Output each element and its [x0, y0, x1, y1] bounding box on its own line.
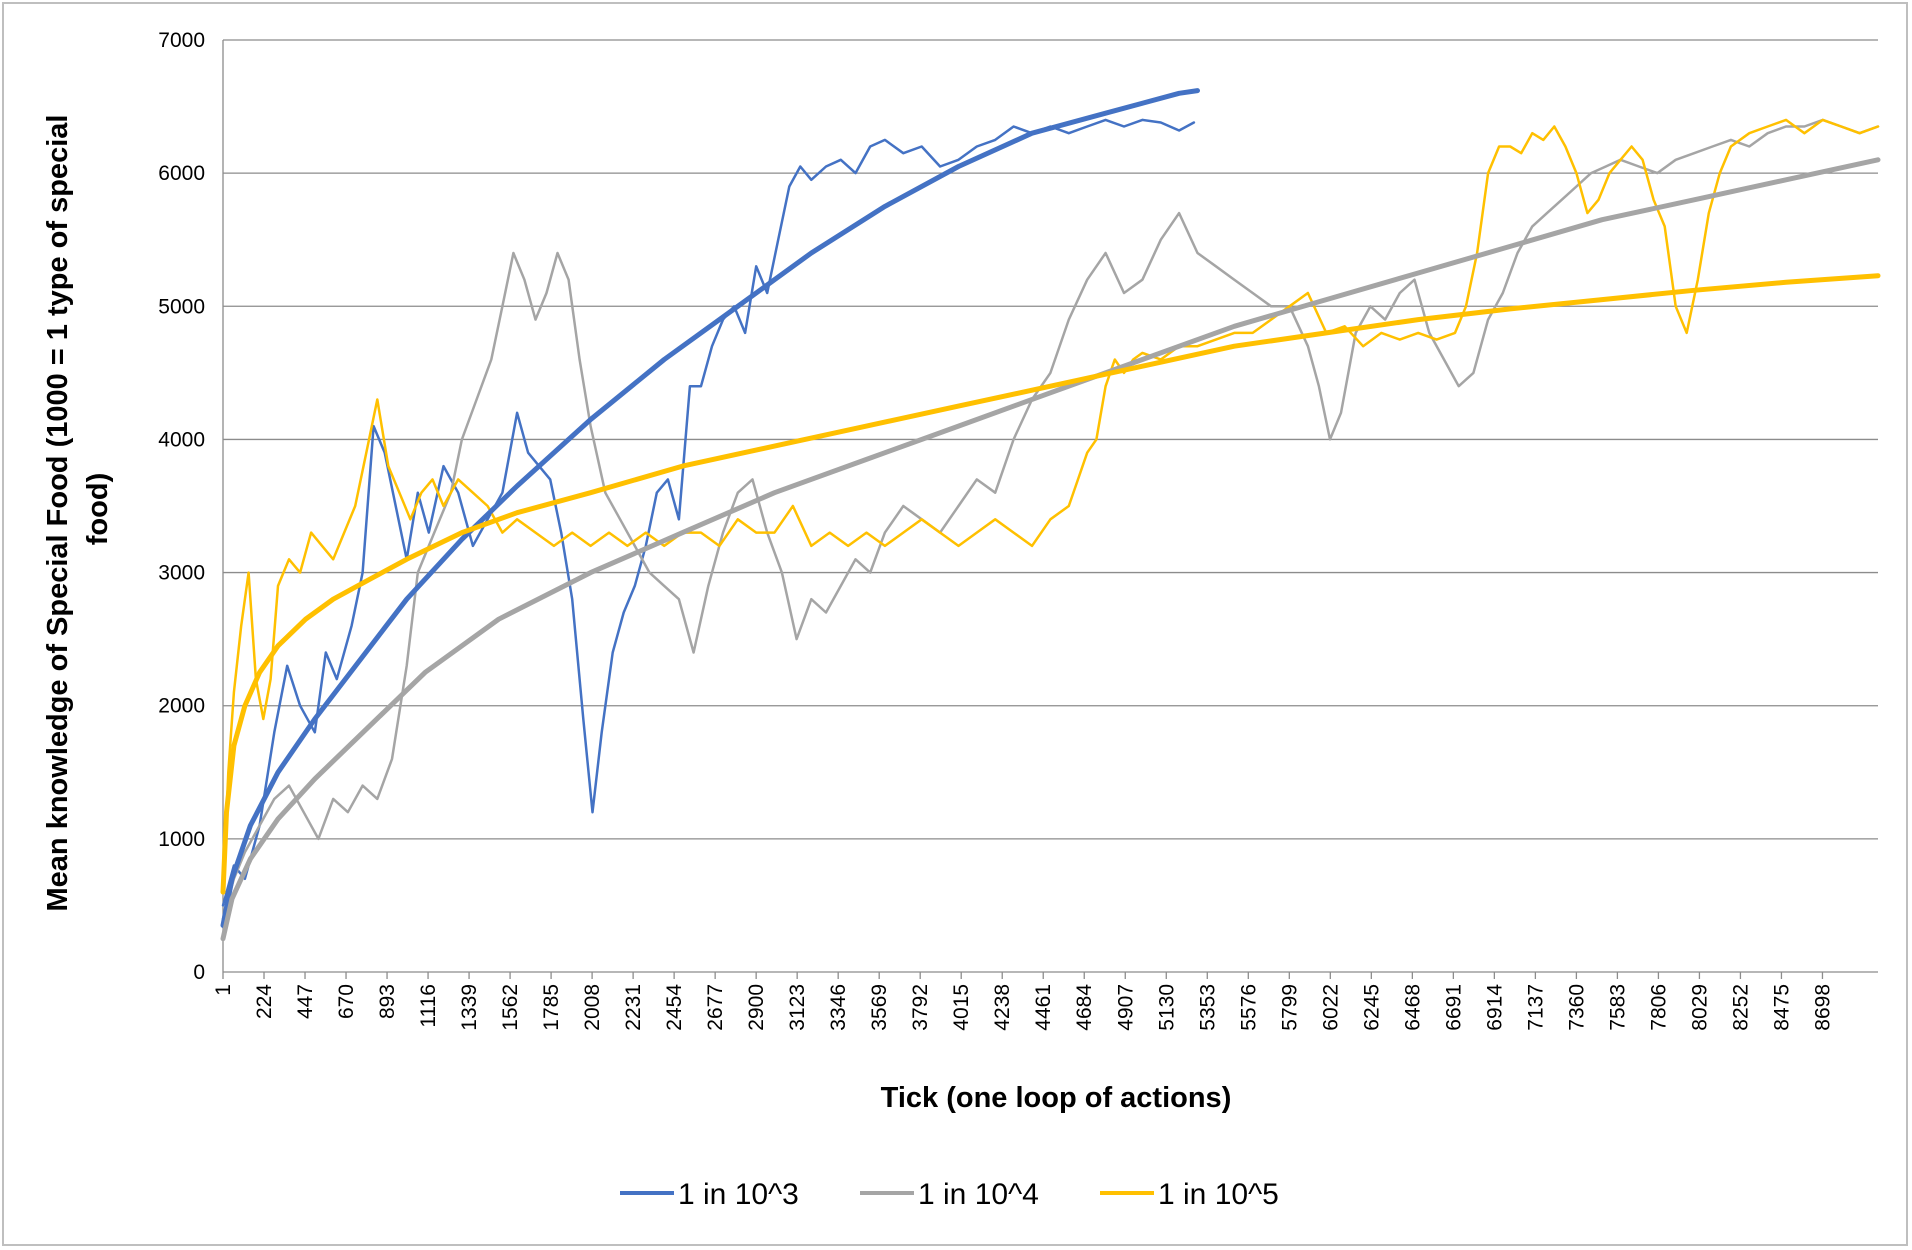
x-tick-label: 3346: [827, 984, 850, 1031]
legend-label: 1 in 10^4: [918, 1178, 1039, 1211]
x-tick-label: 893: [376, 984, 399, 1019]
x-tick-label: 2454: [663, 984, 686, 1031]
y-tick-label: 7000: [158, 29, 205, 52]
legend: 1 in 10^3 1 in 10^4 1 in 10^5: [620, 1178, 1279, 1211]
x-tick-label: 3569: [868, 984, 891, 1031]
x-tick-label: 6468: [1401, 984, 1424, 1031]
x-tick-label: 4238: [991, 984, 1014, 1031]
line-chart: 0 1000 2000 3000 4000 5000 6000 7000 1 224 447 670…: [42, 29, 1881, 1211]
x-tick-label: 4684: [1073, 984, 1096, 1031]
x-tick-label: 5130: [1155, 984, 1178, 1031]
y-axis-title-line-1: Mean knowledge of Special Food (1000 = 1…: [42, 115, 74, 912]
axes: [222, 40, 1878, 979]
y-tick-label: 0: [193, 961, 205, 984]
y-axis-title: Mean knowledge of Special Food (1000 = 1…: [42, 107, 114, 912]
x-tick-label: 1562: [499, 984, 522, 1031]
series-line-2: [221, 118, 1880, 920]
x-tick-label: 4015: [950, 984, 973, 1031]
x-tick-label: 8698: [1811, 984, 1834, 1031]
x-tick-label: 3123: [786, 984, 809, 1031]
x-tick-label: 447: [294, 984, 317, 1019]
x-tick-label: 2900: [745, 984, 768, 1031]
y-tick-label: 5000: [158, 295, 205, 318]
x-tick-label: 1: [212, 984, 235, 996]
trendline-series-2: [220, 157, 1881, 942]
x-tick-label: 4461: [1032, 984, 1055, 1031]
legend-label: 1 in 10^5: [1158, 1178, 1279, 1211]
trendline-series-1: [220, 88, 1200, 928]
y-tick-labels: 0 1000 2000 3000 4000 5000 6000 7000: [158, 29, 205, 984]
x-tick-label: 7360: [1565, 984, 1588, 1031]
x-axis-title: Tick (one loop of actions): [881, 1082, 1232, 1114]
x-tick-label: 8029: [1688, 984, 1711, 1031]
legend-item-series-3: 1 in 10^5: [1100, 1178, 1279, 1211]
x-tick-label: 6022: [1319, 984, 1342, 1031]
y-tick-label: 3000: [158, 562, 205, 585]
x-tick-label: 1116: [417, 984, 440, 1028]
legend-item-series-2: 1 in 10^4: [860, 1178, 1039, 1211]
x-tick-label: 2231: [622, 984, 645, 1031]
x-tick-labels: 1 224 447 670 893 1116 1339 1562 1785 2008 2231 245…: [212, 984, 1834, 1031]
x-tick-label: 7806: [1647, 984, 1670, 1031]
x-tick-label: 6691: [1442, 984, 1465, 1031]
x-tick-label: 5353: [1196, 984, 1219, 1031]
series-line-1: [221, 118, 1196, 907]
x-tick-label: 7583: [1606, 984, 1629, 1031]
x-tick-label: 224: [253, 984, 276, 1019]
x-tick-label: 8475: [1770, 984, 1793, 1031]
y-tick-label: 1000: [158, 828, 205, 851]
x-tick-label: 670: [335, 984, 358, 1019]
x-tick-label: 8252: [1729, 984, 1752, 1031]
x-tick-label: 6914: [1483, 984, 1506, 1031]
series-lines: [220, 88, 1881, 942]
x-tick-label: 5799: [1278, 984, 1301, 1031]
x-tick-label: 7137: [1524, 984, 1547, 1031]
x-tick-label: 4907: [1114, 984, 1137, 1031]
x-tick-label: 5576: [1237, 984, 1260, 1031]
x-tick-label: 2008: [581, 984, 604, 1031]
x-tick-label: 1339: [458, 984, 481, 1031]
gridlines: [223, 39, 1878, 840]
legend-label: 1 in 10^3: [678, 1178, 799, 1211]
y-axis-title-line-2: food): [82, 473, 114, 545]
x-tick-label: 6245: [1360, 984, 1383, 1031]
x-tick-label: 3792: [909, 984, 932, 1031]
series-line-3: [221, 118, 1880, 894]
legend-item-series-1: 1 in 10^3: [620, 1178, 799, 1211]
x-tick-label: 1785: [540, 984, 563, 1031]
y-tick-label: 4000: [158, 428, 205, 451]
y-tick-label: 2000: [158, 695, 205, 718]
trendline-series-3: [220, 273, 1881, 895]
x-tick-label: 2677: [704, 984, 727, 1031]
y-tick-label: 6000: [158, 162, 205, 185]
